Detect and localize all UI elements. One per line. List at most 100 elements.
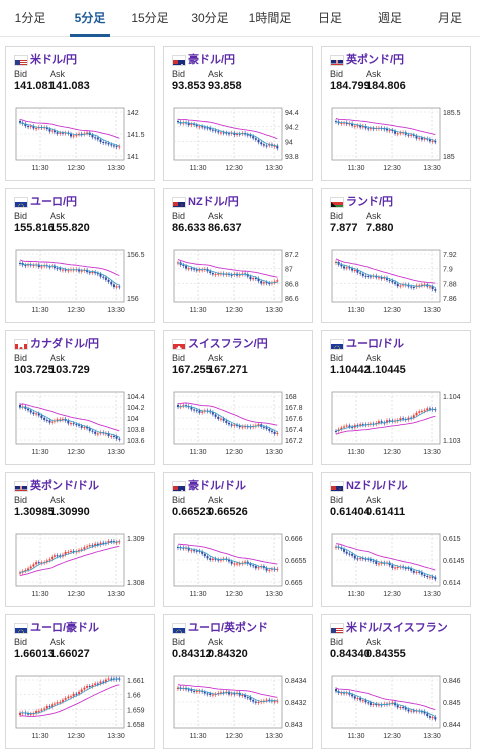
candle-body xyxy=(268,144,271,146)
us-flag-icon xyxy=(330,623,344,634)
pair-title[interactable]: NZドル/円 xyxy=(188,196,239,208)
candle-body xyxy=(249,697,252,700)
candle-body xyxy=(236,133,239,136)
candle-body xyxy=(343,549,346,552)
candle-body xyxy=(32,412,35,415)
y-tick-label: 1.66 xyxy=(127,693,141,700)
currency-card[interactable]: カナダドル/円 Bid Ask 103.725 103.729 104.4 104… xyxy=(5,330,155,465)
candle-body xyxy=(367,275,370,277)
currency-card[interactable]: NZドル/ドル Bid Ask 0.61404 0.61411 0.615 0.6… xyxy=(321,472,471,607)
x-tick-label: 12:30 xyxy=(383,307,401,314)
candle-body xyxy=(75,424,78,426)
candle-body xyxy=(198,269,201,271)
currency-card[interactable]: 豪ドル/ドル Bid Ask 0.66523 0.66526 0.666 0.66… xyxy=(163,472,313,607)
currency-card[interactable]: ユーロ/ドル Bid Ask 1.10442 1.10445 1.104 1.10… xyxy=(321,330,471,465)
candle-body xyxy=(351,123,354,126)
currency-card[interactable]: 米ドル/スイスフラン Bid Ask 0.84340 0.84355 0.846… xyxy=(321,614,471,749)
tab-2[interactable]: 15分足 xyxy=(131,11,169,25)
candle-body xyxy=(222,418,225,421)
candle-body xyxy=(268,428,271,431)
pair-title[interactable]: 英ポンド/ドル xyxy=(30,480,100,492)
candle-body xyxy=(195,410,198,412)
currency-card[interactable]: 米ドル/円 Bid Ask 141.081 141.083 142 141.5 14… xyxy=(5,46,155,181)
candle-body xyxy=(402,707,405,709)
candle-body xyxy=(369,276,372,278)
tab-1[interactable]: 5分足 xyxy=(60,0,120,37)
candle-body xyxy=(257,278,260,282)
candle-body xyxy=(351,694,354,697)
candle-body xyxy=(420,572,423,575)
candle-body xyxy=(94,683,97,685)
pair-title[interactable]: スイスフラン/円 xyxy=(188,338,268,350)
candle-body xyxy=(91,271,94,273)
candle-body xyxy=(201,126,204,128)
candle-body xyxy=(53,130,56,133)
candle-body xyxy=(412,134,415,136)
candle-body xyxy=(78,424,81,426)
currency-card[interactable]: 英ポンド/円 Bid Ask 184.799 184.806 185.5 185 1… xyxy=(321,46,471,181)
currency-card[interactable]: NZドル/円 Bid Ask 86.633 86.637 87.2 87 86.8 8… xyxy=(163,188,313,323)
pair-title[interactable]: ユーロ/円 xyxy=(30,196,78,208)
bid-label: Bid xyxy=(330,69,344,79)
currency-card[interactable]: 英ポンド/ドル Bid Ask 1.30985 1.30990 1.309 1.3… xyxy=(5,472,155,607)
candle-body xyxy=(225,691,228,693)
tab-7[interactable]: 月足 xyxy=(437,11,462,25)
candle-body xyxy=(265,427,268,429)
y-tick-label: 104.4 xyxy=(127,394,145,401)
candle-body xyxy=(249,276,252,280)
candle-body xyxy=(78,133,81,135)
pair-title[interactable]: カナダドル/円 xyxy=(30,338,100,350)
candle-body xyxy=(361,273,364,276)
candle-body xyxy=(396,705,399,708)
candle-body xyxy=(364,558,367,560)
currency-card[interactable]: ユーロ/円 Bid Ask 155.816 155.820 156.5 156 11… xyxy=(5,188,155,323)
tab-3[interactable]: 30分足 xyxy=(191,11,229,25)
pair-title[interactable]: ユーロ/豪ドル xyxy=(30,622,100,634)
currency-card[interactable]: ランド/円 Bid Ask 7.877 7.880 7.92 7.9 7.88 7.8… xyxy=(321,188,471,323)
ma-line xyxy=(335,543,436,571)
currency-card[interactable]: 豪ドル/円 Bid Ask 93.853 93.858 94.4 94.2 94 93… xyxy=(163,46,313,181)
candle-body xyxy=(102,276,105,278)
pair-title[interactable]: 豪ドル/ドル xyxy=(188,480,247,492)
tab-0[interactable]: 1分足 xyxy=(14,11,46,25)
pair-title[interactable]: 米ドル/スイスフラン xyxy=(346,622,448,634)
candle-body xyxy=(78,550,81,552)
pair-title[interactable]: 豪ドル/円 xyxy=(188,54,236,66)
candle-body xyxy=(268,283,271,285)
pair-title[interactable]: 英ポンド/円 xyxy=(346,54,405,66)
currency-card[interactable]: ユーロ/英ポンド Bid Ask 0.84312 0.84320 0.8434 0… xyxy=(163,614,313,749)
ma-line xyxy=(19,262,120,286)
nz-flag-icon xyxy=(330,481,344,492)
candle-body xyxy=(24,265,27,267)
chart-frame xyxy=(331,391,441,445)
candle-body xyxy=(118,678,121,680)
currency-card[interactable]: ユーロ/豪ドル Bid Ask 1.66013 1.66027 1.661 1.6… xyxy=(5,614,155,749)
candle-body xyxy=(431,576,434,578)
candle-body xyxy=(29,410,32,413)
tab-4[interactable]: 1時間足 xyxy=(248,11,292,25)
tab-6[interactable]: 週足 xyxy=(377,11,402,25)
x-tick-label: 11:30 xyxy=(32,449,49,456)
candle-body xyxy=(118,286,121,288)
pair-title[interactable]: ユーロ/英ポンド xyxy=(188,622,269,634)
candle-body xyxy=(265,568,268,571)
pair-title[interactable]: 米ドル/円 xyxy=(30,54,78,66)
tab-5[interactable]: 日足 xyxy=(317,11,342,25)
candle-body xyxy=(88,272,91,274)
currency-card[interactable]: スイスフラン/円 Bid Ask 167.255 167.271 168 167.… xyxy=(163,330,313,465)
candle-body xyxy=(37,413,40,416)
candle-body xyxy=(252,278,255,280)
candle-body xyxy=(241,695,244,697)
pair-title[interactable]: ユーロ/ドル xyxy=(346,338,405,350)
x-tick-label: 13:30 xyxy=(107,449,125,456)
candle-body xyxy=(359,125,362,128)
candle-body xyxy=(340,547,343,550)
candle-body xyxy=(35,413,38,415)
price-chart: 156.5 156 11:30 12:30 13:30 xyxy=(15,249,145,314)
candle-body xyxy=(359,424,362,426)
pair-title[interactable]: NZドル/ドル xyxy=(346,480,408,492)
candle-body xyxy=(177,687,179,689)
ask-label: Ask xyxy=(208,69,224,79)
pair-title[interactable]: ランド/円 xyxy=(346,196,394,208)
candle-body xyxy=(112,284,115,288)
